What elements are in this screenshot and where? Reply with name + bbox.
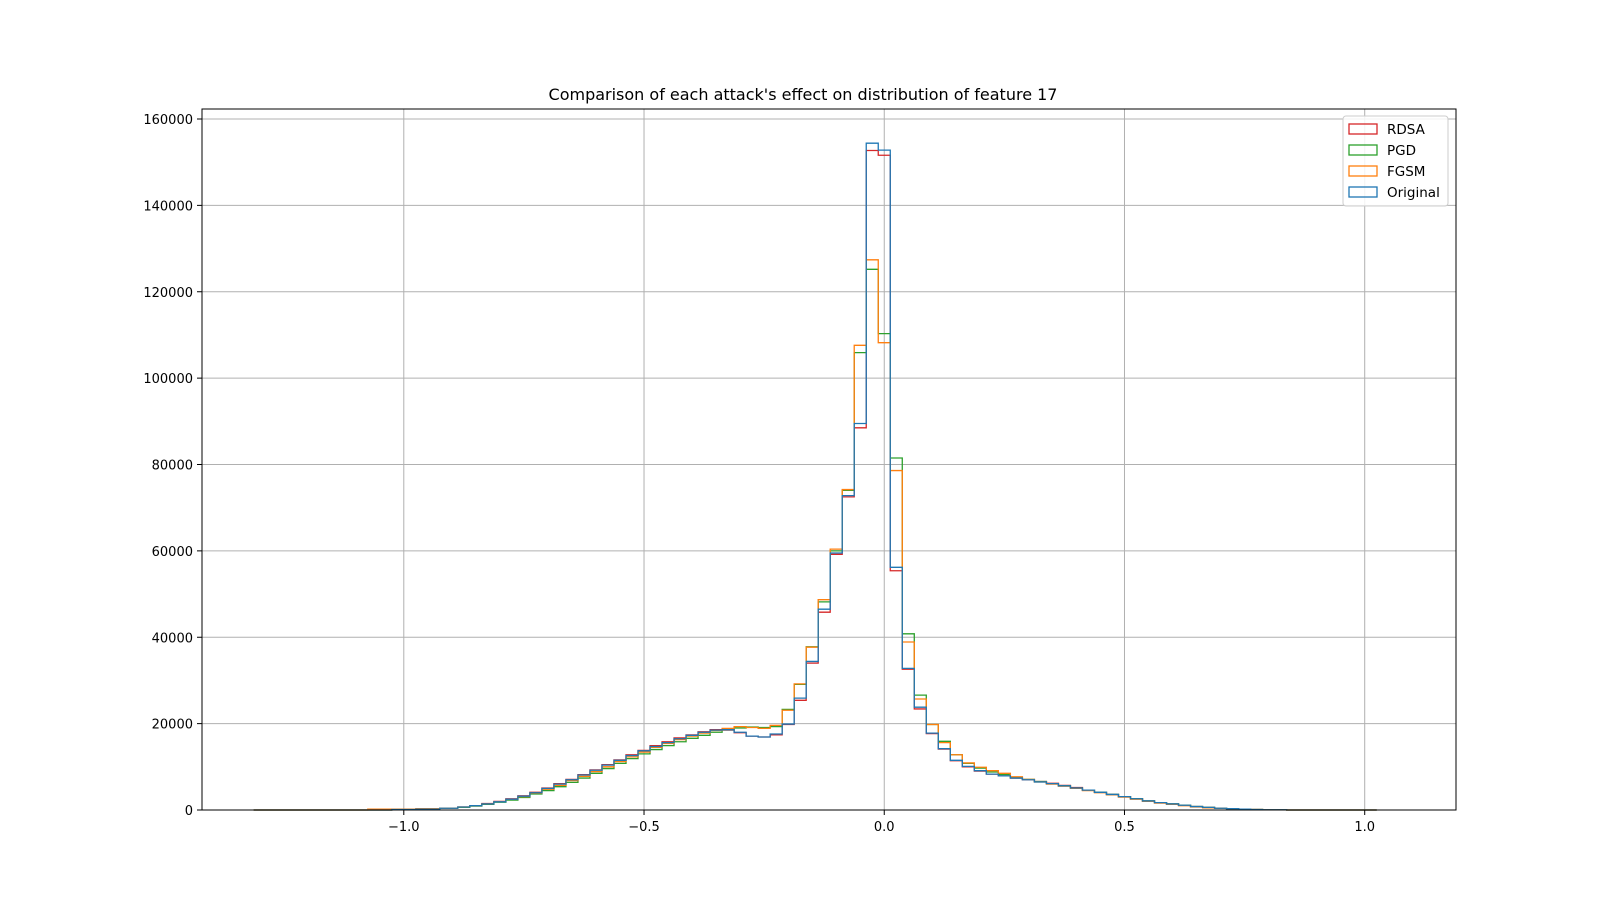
- legend-swatch: [1348, 123, 1378, 135]
- legend-box: [1342, 115, 1449, 207]
- x-tick-label: 0.5: [1114, 820, 1135, 835]
- y-tick-label: 60000: [152, 545, 193, 560]
- x-tick-label: 0.0: [874, 820, 895, 835]
- y-tick-label: 140000: [143, 199, 193, 214]
- legend-label: PGD: [1387, 143, 1416, 159]
- histogram-series: [253, 142, 1377, 811]
- y-tick-label: 80000: [152, 459, 193, 474]
- legend-label: FGSM: [1387, 164, 1425, 180]
- grid-lines: [202, 109, 1456, 811]
- legend-label: Original: [1387, 185, 1440, 201]
- y-tick-label: 20000: [152, 718, 193, 733]
- chart-title: Comparison of each attack's effect on di…: [549, 85, 1058, 104]
- x-tick-label: −1.0: [388, 820, 420, 835]
- y-axis-ticks: 0 20000 40000 60000 80000 100000 120000 140000 1…: [143, 113, 202, 819]
- y-tick-label: 0: [185, 804, 193, 819]
- legend-swatch: [1348, 165, 1378, 177]
- legend-label: RDSA: [1387, 122, 1426, 138]
- x-tick-label: 1.0: [1354, 820, 1375, 835]
- y-tick-label: 40000: [152, 631, 193, 646]
- legend-swatch: [1348, 144, 1378, 156]
- series-original-line: [253, 142, 1377, 811]
- plot-frame: [201, 108, 1457, 811]
- legend-swatch: [1348, 186, 1378, 198]
- y-tick-label: 100000: [143, 372, 193, 387]
- x-axis-ticks: −1.0 −0.5 0.0 0.5 1.0: [388, 810, 1375, 835]
- y-tick-label: 160000: [143, 113, 193, 128]
- y-tick-label: 120000: [143, 286, 193, 301]
- legend: RDSA PGD FGSM Original: [1342, 115, 1449, 207]
- plot-area: [202, 109, 1456, 810]
- x-tick-label: −0.5: [628, 820, 660, 835]
